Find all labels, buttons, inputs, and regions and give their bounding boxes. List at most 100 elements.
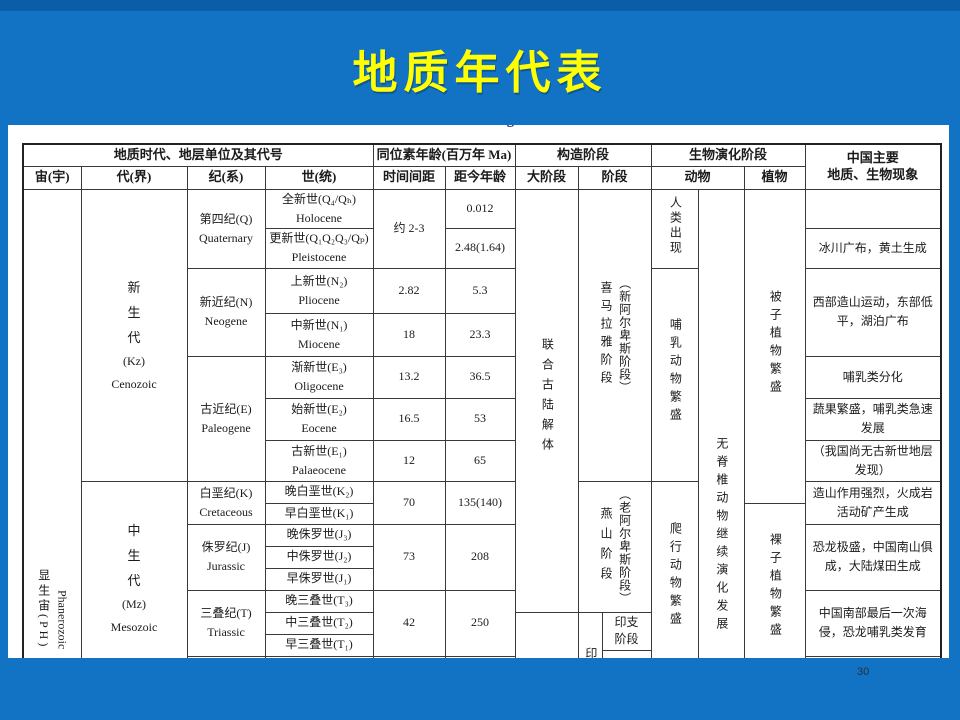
header-major-stage: 大阶段 [514,165,579,190]
age-cell: 208 [444,523,516,591]
china-cell: 中国南部最后一次海侵，恐龙哺乳类发育 [804,589,942,657]
age-cell: 23.3 [444,312,516,357]
header-stage: 阶段 [577,165,652,190]
header-epoch: 世(统) [264,165,374,190]
table-row: 早白垩世(K₁) 裸子植物繁盛 [23,502,941,658]
table-row: 中新世(N₁) Miocene 18 23.3 [23,312,941,357]
interval-cell: 16.5 [372,397,446,441]
header-age: 距今年龄 [444,165,516,190]
header-era: 代(界) [80,165,188,190]
animal-invertebrate-cell: 无脊椎动物继续演化发展 [697,188,745,658]
epoch-pliocene-cell: 上新世(N₂) Pliocene [264,267,374,314]
header-bio-evolution: 生物演化阶段 [650,143,806,167]
period-jurassic-cell: 侏罗纪(J) Jurassic [186,523,266,591]
epoch-early-jurassic-cell: 早侏罗世(J₁) [264,567,374,591]
epoch-miocene-cell: 中新世(N₁) Miocene [264,312,374,357]
interval-cell: 2.82 [372,267,446,314]
epoch-middle-jurassic-cell: 中侏罗世(J₂) [264,545,374,569]
interval-cell: 73 [372,523,446,591]
geologic-time-table: 地质时代、地层单位及其代号 同位素年龄(百万年 Ma) 构造阶段 生物演化阶段 … [22,143,943,658]
china-cell: 造山作用强烈，火成岩活动矿产生成 [804,480,942,525]
china-cell: 恐龙极盛，中国南山俱成，大陆煤田生成 [804,523,942,591]
epoch-eocene-cell: 始新世(E₂) Eocene [264,397,374,441]
header-china-line1: 中国主要 [846,149,899,165]
table-row: 侏罗纪(J) Jurassic 晚侏罗世(J₃) 73 208 恐龙极盛，中国南… [23,523,942,591]
header-animal: 动物 [650,165,745,190]
stage-himalayan-cell: 喜马拉雅阶段 （新阿尔卑斯阶段） [577,188,652,482]
age-cell: 135(140) [444,480,516,525]
header-eon: 宙(宇) [22,165,82,190]
clipped-cell [444,655,516,658]
table-row: 早侏罗世(J₁) [23,567,941,591]
header-isotope-age: 同位素年龄(百万年 Ma) [372,143,516,167]
major-stage-lower-cell [514,611,579,658]
epoch-early-triassic-cell: 早三叠世(T₁) [264,633,374,657]
table-row: 早三叠世(T₁) [23,633,941,657]
stage-clipped-strip: 印 [579,613,603,658]
header-plant: 植物 [743,165,806,190]
table-image-area: Geological Time Table 地质时代、地层单位及其代号 同位素年… [8,125,949,658]
stage-indosinian-cell: 印 印支阶段 [577,611,652,658]
china-empty-cell [804,188,942,229]
stage-indosinian-box: 印支阶段 [602,613,651,651]
clipped-cell [804,655,942,658]
animal-reptile-cell: 爬行动物繁盛 [650,480,699,658]
epoch-middle-triassic-cell: 中三叠世(T₂) [264,611,374,635]
eon-zh: 显生宙(PH) [36,568,51,649]
table-row-clipped [23,655,942,658]
period-triassic-cell: 三叠纪(T) Triassic [186,589,266,657]
epoch-late-triassic-cell: 晚三叠世(T₃) [264,589,374,613]
interval-cell: 12 [372,439,446,482]
clipped-cell [264,655,374,658]
table-row: 更新世(Q₁Q₂Q₃/Qₚ) Pleistocene 2.48(1.64) 冰川… [23,227,942,269]
age-cell: 36.5 [444,355,516,399]
age-cell: 5.3 [444,267,516,314]
china-cell: （我国尚无古新世地层发现） [804,439,942,482]
geologic-table-wrapper: 地质时代、地层单位及其代号 同位素年龄(百万年 Ma) 构造阶段 生物演化阶段 … [22,143,943,658]
header-interval: 时间间距 [372,165,446,190]
header-units: 地质时代、地层单位及其代号 [22,143,374,167]
table-row: 始新世(E₂) Eocene 16.5 53 蔬果繁盛，哺乳类急速发展 [23,397,942,441]
header-tectonic-stages: 构造阶段 [514,143,652,167]
stage-yanshan-cell: 燕山阶段 （老阿尔卑斯阶段） [577,480,652,613]
interval-cell: 约 2-3 [372,188,446,269]
epoch-oligocene-cell: 渐新世(E₃) Oligocene [264,355,374,399]
epoch-late-cretaceous-cell: 晚白垩世(K₂) [264,480,374,504]
era-cenozoic-cell: 新生代 (Kz) Cenozoic [80,188,188,482]
plant-gymnosperm-cell: 裸子植物繁盛 [743,502,806,658]
epoch-late-jurassic-cell: 晚侏罗世(J₃) [264,523,374,547]
clipped-cell [372,655,446,658]
china-cell: 冰川广布，黄土生成 [804,227,942,269]
epoch-early-cretaceous-cell: 早白垩世(K₁) [264,502,374,525]
age-cell: 65 [444,439,516,482]
table-row: 显生宙(PH) Phanerozoic 新生代 (Kz) Cenozoic 第四… [22,188,942,658]
major-stage-cell: 联合古陆解体 [514,188,579,613]
interval-cell: 13.2 [372,355,446,399]
china-cell: 西部造山运动，东部低平，湖泊广布 [804,267,942,357]
period-paleogene-cell: 古近纪(E) Paleogene [186,355,266,482]
period-neogene-cell: 新近纪(N) Neogene [186,267,266,357]
slide-title: 地质年代表 [352,47,608,98]
interval-cell: 18 [372,312,446,357]
epoch-holocene-cell: 全新世(Q₄/Qₕ) Holocene [264,188,374,229]
eon-en: Phanerozoic [55,589,70,649]
header-period: 纪(系) [186,165,266,190]
table-row: 三叠纪(T) Triassic 晚三叠世(T₃) 42 250 中国南部最后一次… [23,589,942,657]
interval-cell: 70 [372,480,446,525]
china-cell: 蔬果繁盛，哺乳类急速发展 [804,397,942,441]
age-cell: 53 [444,397,516,441]
age-cell: 0.012 [444,188,516,229]
china-cell: 哺乳类分化 [804,355,942,399]
clipped-cell [186,655,266,658]
epoch-palaeocene-cell: 古新世(E₁) Palaeocene [264,439,374,482]
clipped-caption: Geological Time Table [376,125,716,129]
header-row-1: 地质时代、地层单位及其代号 同位素年龄(百万年 Ma) 构造阶段 生物演化阶段 … [22,143,942,190]
era-mesozoic-cell: 中生代 (Mz) Mesozoic [80,480,188,658]
table-row: 古近纪(E) Paleogene 渐新世(E₃) Oligocene 13.2 … [23,355,942,482]
header-row-2: 宙(宇) 代(界) 纪(系) 世(统) 时间间距 距今年龄 大阶段 阶段 动物 … [22,165,941,190]
period-cretaceous-cell: 白垩纪(K) Cretaceous [186,480,266,525]
plant-angiosperm-cell: 被子植物繁盛 [743,188,806,504]
animal-mammal-cell: 哺乳动物繁盛 [650,267,699,482]
top-accent-strip [0,0,960,11]
